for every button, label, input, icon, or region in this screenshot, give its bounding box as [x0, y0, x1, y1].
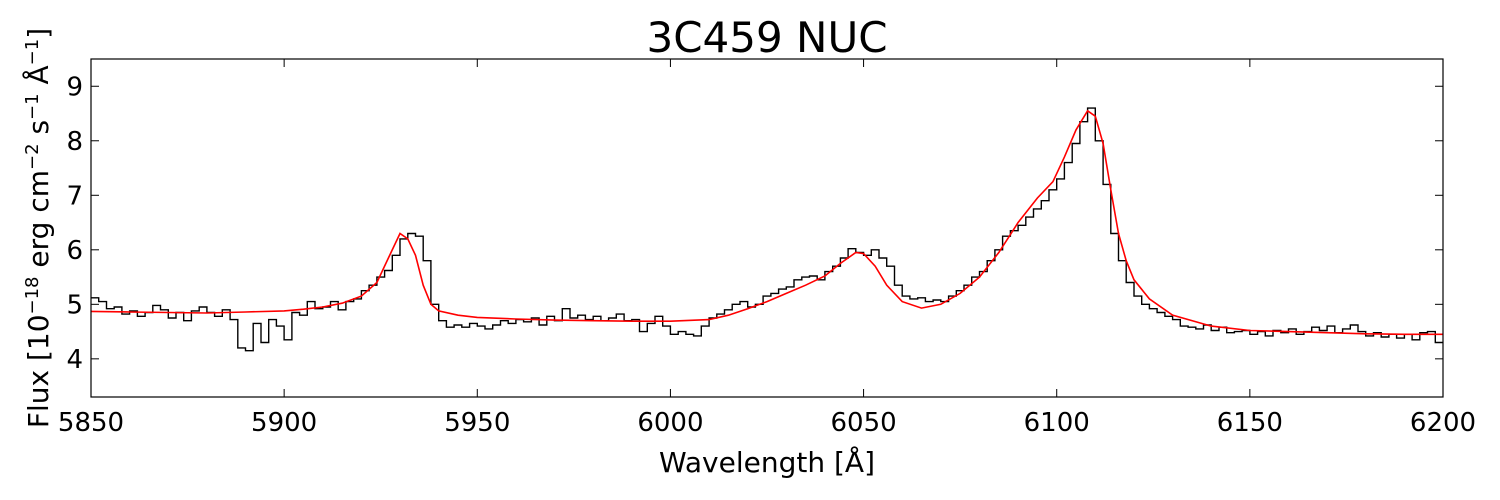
- y-axis-label: Flux [10−18 erg cm−2 s−1 Å−1]: [21, 28, 55, 428]
- chart-title: 3C459 NUC: [646, 13, 887, 62]
- y-label-exp: −2: [22, 143, 43, 170]
- x-tick-label: 6200: [1410, 408, 1476, 438]
- x-tick-label: 6100: [1024, 408, 1090, 438]
- plot-frame: [90, 58, 1444, 398]
- y-label-part: Å: [21, 65, 55, 93]
- y-label-part: erg cm: [22, 170, 55, 277]
- y-label-part: Flux [10: [22, 314, 55, 428]
- model-fit-line: [90, 109, 1443, 336]
- x-tick-label: 6050: [830, 408, 896, 438]
- x-axis-label: Wavelength [Å]: [659, 445, 875, 479]
- y-tick-label: 6: [66, 236, 83, 266]
- observed-spectrum-line: [91, 107, 1443, 352]
- series-layer: [90, 107, 1443, 352]
- x-tick-label: 5850: [58, 408, 124, 438]
- x-tick-label: 6150: [1217, 408, 1283, 438]
- tick-layer: 5850 5900 5950 6000 6050 6100 6150 6200 4 5 6 7 8 9: [58, 59, 1476, 438]
- y-label-part: ]: [22, 28, 55, 39]
- y-tick-label: 8: [66, 127, 83, 157]
- y-label-exp: −18: [22, 276, 43, 314]
- y-tick-label: 4: [66, 345, 83, 375]
- y-tick-label: 7: [66, 181, 83, 211]
- x-tick-label: 5950: [444, 408, 510, 438]
- y-label-part: s: [22, 120, 55, 144]
- y-label-exp: −1: [22, 93, 43, 120]
- x-tick-label: 6000: [637, 408, 703, 438]
- y-tick-label: 5: [66, 290, 83, 320]
- y-tick-label: 9: [66, 72, 83, 102]
- x-tick-label: 5900: [251, 408, 317, 438]
- y-label-exp: −1: [22, 39, 43, 66]
